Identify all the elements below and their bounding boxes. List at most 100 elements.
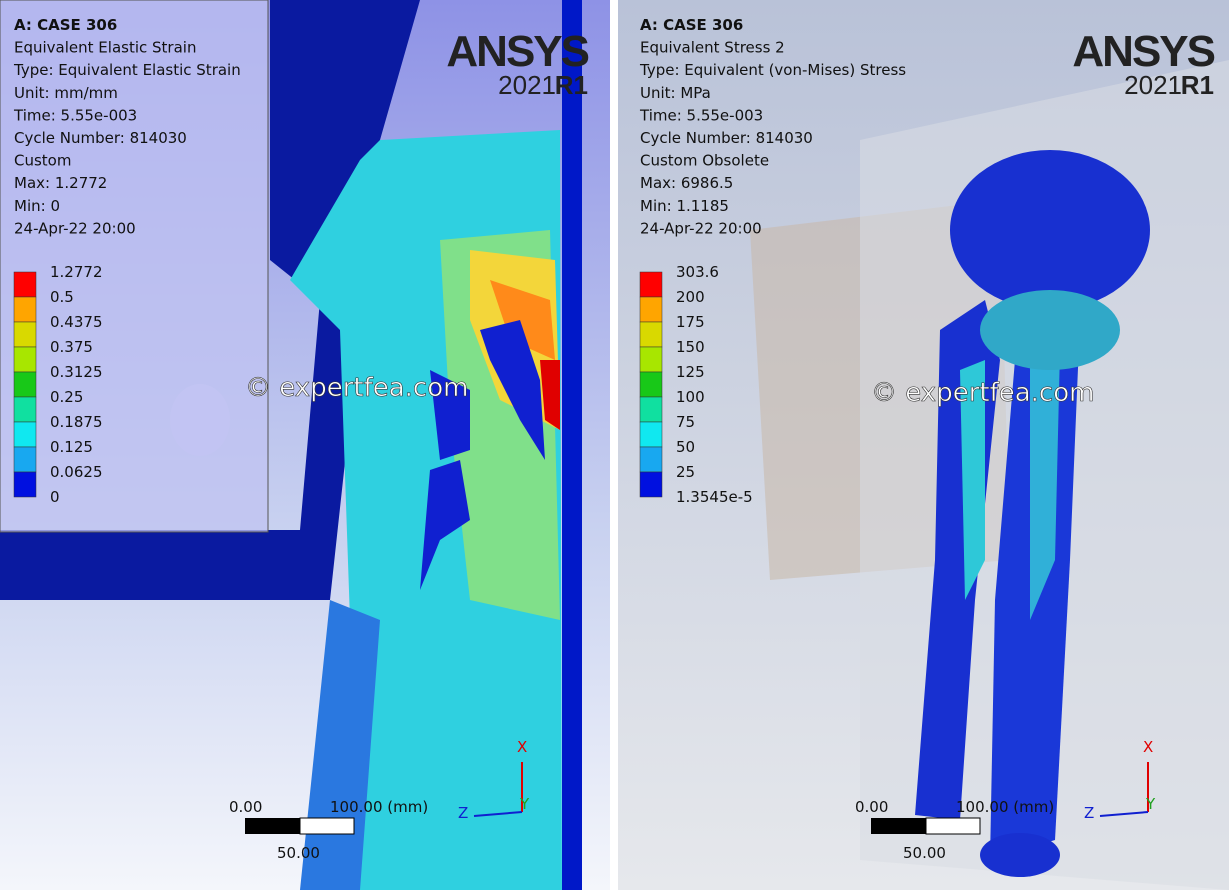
strain-region [490,280,555,360]
header-line: A: CASE 306 [14,16,117,34]
legend-swatch [639,471,663,498]
scale-mid: 50.00 [277,844,320,862]
logo-release: R1 [555,70,588,100]
legend-swatch [13,446,37,473]
logo-name: ANSYS [446,27,588,76]
scale-end: 100.00 (mm) [956,798,1054,816]
scale-mid: 50.00 [903,844,946,862]
low-strain [480,320,545,460]
legend-swatch [639,421,663,448]
legend-label: 303.6 [676,263,719,281]
legend-label: 0 [50,488,60,506]
logo-year: 2021 [1124,70,1182,100]
scale-bar-black [245,818,300,834]
header-line: Max: 6986.5 [640,174,733,192]
legend-label: 25 [676,463,695,481]
header-line: A: CASE 306 [640,16,743,34]
legend-swatch [13,346,37,373]
legend-label: 75 [676,413,695,431]
legend-swatch [639,296,663,323]
bone-end [980,833,1060,877]
header-line: Custom Obsolete [640,152,769,170]
header-line: Cycle Number: 814030 [640,129,813,147]
header-line: Time: 5.55e-003 [13,106,137,124]
header-line: Max: 1.2772 [14,174,107,192]
header-line: Unit: mm/mm [14,84,118,102]
header-line: 24-Apr-22 20:00 [640,219,762,237]
legend-label: 0.25 [50,388,83,406]
header-line: Equivalent Stress 2 [640,39,785,57]
header-line: Equivalent Elastic Strain [14,39,196,57]
legend-label: 0.1875 [50,413,103,431]
watermark: © expertfea.com [245,373,468,403]
low-strain [420,460,470,590]
scale-start: 0.00 [855,798,888,816]
header-line: Time: 5.55e-003 [639,106,763,124]
labels: A: CASE 306 Equivalent Elastic Strain Type… [13,16,1217,862]
scale-bar-white [925,817,981,835]
legend-label: 100 [676,388,705,406]
legend-swatch [639,271,663,298]
axis-x-label: X [1143,738,1153,756]
axis-x-label: X [517,738,527,756]
legend-label: 0.125 [50,438,93,456]
legend-label: 0.4375 [50,313,103,331]
scale-start: 0.00 [229,798,262,816]
legend-label: 0.0625 [50,463,103,481]
stress-region [980,290,1120,370]
axis-z-label: Z [458,804,468,822]
legend-swatch [13,371,37,398]
axis-y-label: Y [519,795,530,813]
legend-swatch [639,346,663,373]
legend-label: 0.5 [50,288,74,306]
header-line: 24-Apr-22 20:00 [14,219,136,237]
strain-region [540,360,560,430]
stress-region [960,360,985,600]
legend-swatch [13,471,37,498]
plate [562,0,582,890]
header-line: Custom [14,152,71,170]
header-line: Min: 0 [14,197,60,215]
logo-name: ANSYS [1072,27,1214,76]
header-line: Type: Equivalent Elastic Strain [13,61,241,79]
axis-z [1099,811,1149,817]
legend-label: 150 [676,338,705,356]
axis-y-label: Y [1145,795,1156,813]
legend-swatch [639,446,663,473]
legend-panel [0,0,269,533]
header-line: Type: Equivalent (von-Mises) Stress [639,61,906,79]
bone-head [950,150,1150,310]
header-line: Min: 1.1185 [640,197,729,215]
legend-label: 1.2772 [50,263,103,281]
scale-end: 100.00 (mm) [330,798,428,816]
legend-label: 0.375 [50,338,93,356]
legend-label: 200 [676,288,705,306]
stress-region [1030,350,1060,620]
legend-label: 0.3125 [50,363,103,381]
legend-swatch [13,296,37,323]
legend-swatch [13,421,37,448]
legend-swatch [13,271,37,298]
legend-label: 1.3545e-5 [676,488,753,506]
right-viewport [618,0,1229,890]
scale-bar-black [871,818,926,834]
low-strain [430,370,470,460]
legend-label: 125 [676,363,705,381]
logo-release: R1 [1181,70,1214,100]
scale-bar-white [299,817,355,835]
header-line: Unit: MPa [640,84,711,102]
logo-year: 2021 [498,70,556,100]
axis-z [473,811,523,817]
legend-swatch [639,396,663,423]
legend-label: 50 [676,438,695,456]
left-viewport [0,0,610,890]
legend-swatch [639,371,663,398]
legend-swatch [13,321,37,348]
legend-swatch [13,396,37,423]
header-line: Cycle Number: 814030 [14,129,187,147]
legend-swatch [639,321,663,348]
axis-z-label: Z [1084,804,1094,822]
